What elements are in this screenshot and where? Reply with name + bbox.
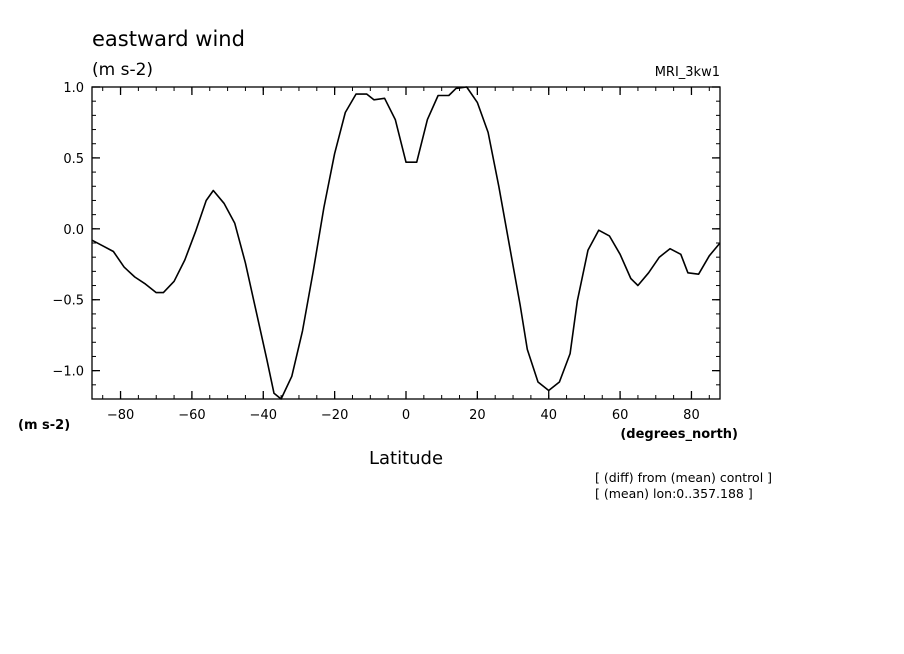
x-axis: −80 −60 −40 −20 0 20 40 60 80 [107,87,700,423]
y-tick-label: 0.5 [63,152,84,167]
chart-title: eastward wind [92,27,245,51]
y-tick-label: −0.5 [52,294,84,309]
x-tick-label: −80 [107,408,134,423]
plot-frame [91,86,721,400]
minor-ticks [92,86,720,400]
x-tick-label: 60 [612,408,629,423]
y-tick-label: 1.0 [63,81,84,96]
x-tick-label: 40 [540,408,557,423]
model-label: MRI_3kw1 [655,65,720,80]
note-diff: [ (diff) from (mean) control ] [595,470,772,485]
y-axis: 1.0 0.5 0.0 −0.5 −1.0 [52,81,720,380]
series-line [91,86,721,400]
y-axis-unit-label: (m s-2) [18,418,70,433]
y-tick-label: 0.0 [63,223,84,238]
x-tick-label: −40 [250,408,277,423]
x-tick-label: −60 [178,408,205,423]
x-tick-label: 80 [683,408,700,423]
y-tick-label: −1.0 [52,365,84,380]
chart-units: (m s-2) [92,60,153,80]
x-axis-unit-label: (degrees_north) [620,427,738,442]
note-mean: [ (mean) lon:0..357.188 ] [595,486,753,501]
x-axis-title: Latitude [369,448,443,469]
x-tick-label: 0 [402,408,410,423]
x-tick-label: 20 [469,408,486,423]
x-tick-label: −20 [321,408,348,423]
